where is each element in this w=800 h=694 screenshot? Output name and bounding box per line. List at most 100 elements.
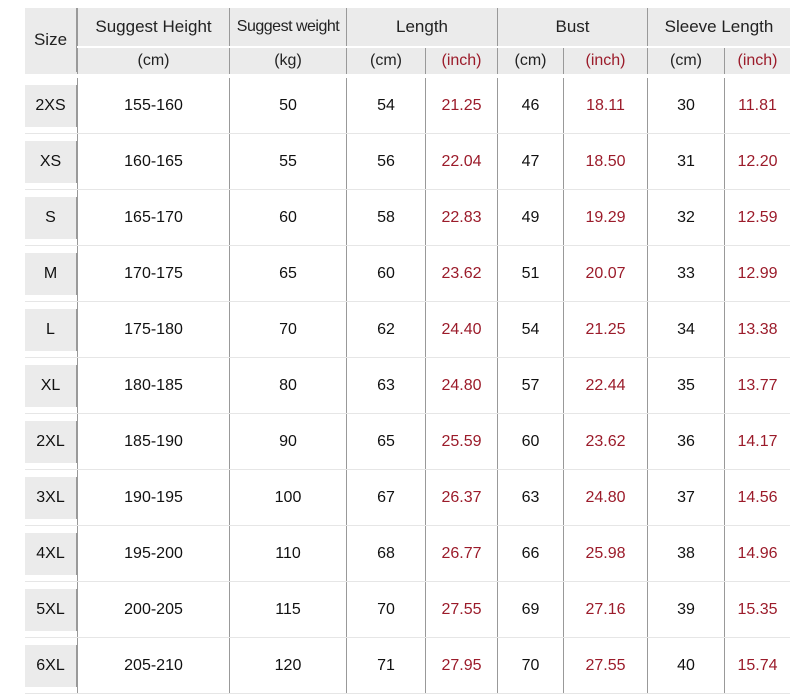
table-row: 6XL 205-210 120 71 27.95 70 27.55 40 15.74	[25, 638, 790, 694]
length-cm-cell: 67	[346, 470, 425, 525]
length-cm-cell: 56	[346, 134, 425, 189]
length-cm-cell: 62	[346, 302, 425, 357]
header-size: Size	[25, 8, 77, 72]
sleeve-cm-cell: 32	[647, 190, 724, 245]
weight-cell: 110	[229, 526, 346, 581]
unit-bust-inch: (inch)	[563, 48, 647, 74]
sleeve-cm-cell: 30	[647, 78, 724, 133]
height-cell: 200-205	[77, 582, 229, 637]
sleeve-inch-cell: 14.96	[724, 526, 790, 581]
unit-sleeve-cm: (cm)	[647, 48, 724, 74]
length-inch-cell: 23.62	[425, 246, 497, 301]
bust-cm-cell: 63	[497, 470, 563, 525]
header-height: Suggest Height	[77, 8, 229, 46]
unit-length-cm: (cm)	[346, 48, 425, 74]
length-cm-cell: 58	[346, 190, 425, 245]
height-cell: 180-185	[77, 358, 229, 413]
weight-cell: 50	[229, 78, 346, 133]
bust-cm-cell: 70	[497, 638, 563, 693]
height-cell: 155-160	[77, 78, 229, 133]
units-row: (cm) (kg) (cm) (inch) (cm) (inch) (cm) (…	[25, 46, 790, 74]
height-cell: 175-180	[77, 302, 229, 357]
height-cell: 170-175	[77, 246, 229, 301]
size-cell: XS	[25, 141, 77, 183]
weight-cell: 80	[229, 358, 346, 413]
weight-cell: 120	[229, 638, 346, 693]
bust-cm-cell: 47	[497, 134, 563, 189]
bust-cm-cell: 60	[497, 414, 563, 469]
height-cell: 195-200	[77, 526, 229, 581]
length-inch-cell: 27.55	[425, 582, 497, 637]
bust-inch-cell: 18.50	[563, 134, 647, 189]
sleeve-cm-cell: 35	[647, 358, 724, 413]
header-weight: Suggest weight	[229, 8, 346, 46]
table-row: 3XL 190-195 100 67 26.37 63 24.80 37 14.56	[25, 470, 790, 526]
sleeve-inch-cell: 13.77	[724, 358, 790, 413]
length-cm-cell: 65	[346, 414, 425, 469]
size-cell: 4XL	[25, 533, 77, 575]
unit-length-inch: (inch)	[425, 48, 497, 74]
unit-bust-cm: (cm)	[497, 48, 563, 74]
bust-inch-cell: 22.44	[563, 358, 647, 413]
sleeve-cm-cell: 33	[647, 246, 724, 301]
unit-sleeve-inch: (inch)	[724, 48, 790, 74]
sleeve-cm-cell: 38	[647, 526, 724, 581]
header-bust: Bust	[497, 8, 647, 46]
sleeve-inch-cell: 15.74	[724, 638, 790, 693]
weight-cell: 65	[229, 246, 346, 301]
length-inch-cell: 24.80	[425, 358, 497, 413]
weight-cell: 90	[229, 414, 346, 469]
sleeve-inch-cell: 14.56	[724, 470, 790, 525]
sleeve-inch-cell: 13.38	[724, 302, 790, 357]
sleeve-cm-cell: 37	[647, 470, 724, 525]
bust-inch-cell: 24.80	[563, 470, 647, 525]
size-cell: 2XS	[25, 85, 77, 127]
sleeve-inch-cell: 14.17	[724, 414, 790, 469]
length-cm-cell: 70	[346, 582, 425, 637]
size-cell: M	[25, 253, 77, 295]
height-cell: 165-170	[77, 190, 229, 245]
header-row: Suggest Height Suggest weight Length Bus…	[25, 8, 790, 46]
bust-inch-cell: 27.16	[563, 582, 647, 637]
length-cm-cell: 54	[346, 78, 425, 133]
height-cell: 190-195	[77, 470, 229, 525]
table-row: L 175-180 70 62 24.40 54 21.25 34 13.38	[25, 302, 790, 358]
table-row: XL 180-185 80 63 24.80 57 22.44 35 13.77	[25, 358, 790, 414]
sleeve-inch-cell: 12.20	[724, 134, 790, 189]
bust-cm-cell: 46	[497, 78, 563, 133]
table-row: XS 160-165 55 56 22.04 47 18.50 31 12.20	[25, 134, 790, 190]
height-cell: 185-190	[77, 414, 229, 469]
size-cell: 3XL	[25, 477, 77, 519]
height-cell: 205-210	[77, 638, 229, 693]
length-inch-cell: 21.25	[425, 78, 497, 133]
length-cm-cell: 60	[346, 246, 425, 301]
sleeve-cm-cell: 31	[647, 134, 724, 189]
size-cell: S	[25, 197, 77, 239]
sleeve-cm-cell: 39	[647, 582, 724, 637]
bust-cm-cell: 49	[497, 190, 563, 245]
weight-cell: 70	[229, 302, 346, 357]
table-row: 2XL 185-190 90 65 25.59 60 23.62 36 14.17	[25, 414, 790, 470]
unit-weight: (kg)	[229, 48, 346, 74]
weight-cell: 115	[229, 582, 346, 637]
size-cell: 6XL	[25, 645, 77, 687]
length-cm-cell: 71	[346, 638, 425, 693]
header-sleeve-length: Sleeve Length	[647, 8, 790, 46]
length-inch-cell: 27.95	[425, 638, 497, 693]
sleeve-inch-cell: 11.81	[724, 78, 790, 133]
bust-inch-cell: 25.98	[563, 526, 647, 581]
bust-inch-cell: 27.55	[563, 638, 647, 693]
bust-inch-cell: 23.62	[563, 414, 647, 469]
header-length: Length	[346, 8, 497, 46]
table-row: 5XL 200-205 115 70 27.55 69 27.16 39 15.35	[25, 582, 790, 638]
weight-cell: 100	[229, 470, 346, 525]
sleeve-cm-cell: 36	[647, 414, 724, 469]
length-inch-cell: 26.77	[425, 526, 497, 581]
table-row: S 165-170 60 58 22.83 49 19.29 32 12.59	[25, 190, 790, 246]
bust-cm-cell: 51	[497, 246, 563, 301]
bust-inch-cell: 21.25	[563, 302, 647, 357]
table-row: M 170-175 65 60 23.62 51 20.07 33 12.99	[25, 246, 790, 302]
length-cm-cell: 63	[346, 358, 425, 413]
length-cm-cell: 68	[346, 526, 425, 581]
bust-inch-cell: 18.11	[563, 78, 647, 133]
